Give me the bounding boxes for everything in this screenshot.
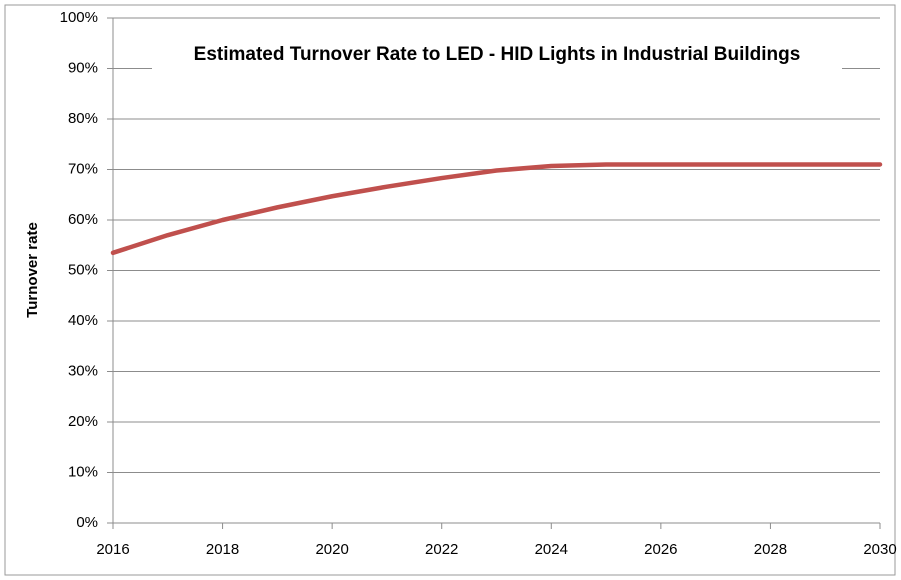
- y-tick-label: 10%: [68, 463, 98, 480]
- x-tick-label: 2030: [863, 541, 896, 558]
- y-tick-label: 70%: [68, 160, 98, 177]
- x-tick-label: 2016: [96, 541, 129, 558]
- y-axis-label: Turnover rate: [24, 222, 41, 318]
- y-tick-label: 30%: [68, 362, 98, 379]
- line-series: [110, 162, 883, 256]
- y-tick-label: 20%: [68, 413, 98, 430]
- chart-title: Estimated Turnover Rate to LED - HID Lig…: [194, 44, 801, 65]
- x-tick-label: 2026: [644, 541, 677, 558]
- y-tick-label: 100%: [60, 9, 98, 26]
- y-tick-label: 0%: [76, 514, 98, 531]
- x-tick-label: 2024: [535, 541, 568, 558]
- y-tick-label: 40%: [68, 312, 98, 329]
- x-tick-label: 2022: [425, 541, 458, 558]
- y-tick-label: 60%: [68, 211, 98, 228]
- title-background: [152, 38, 842, 72]
- x-tick-label: 2018: [206, 541, 239, 558]
- x-tick-label: 2028: [754, 541, 787, 558]
- y-tick-label: 90%: [68, 59, 98, 76]
- y-tick-label: 50%: [68, 261, 98, 278]
- y-tick-label: 80%: [68, 110, 98, 127]
- x-tick-label: 2020: [315, 541, 348, 558]
- chart-frame: [4, 4, 896, 576]
